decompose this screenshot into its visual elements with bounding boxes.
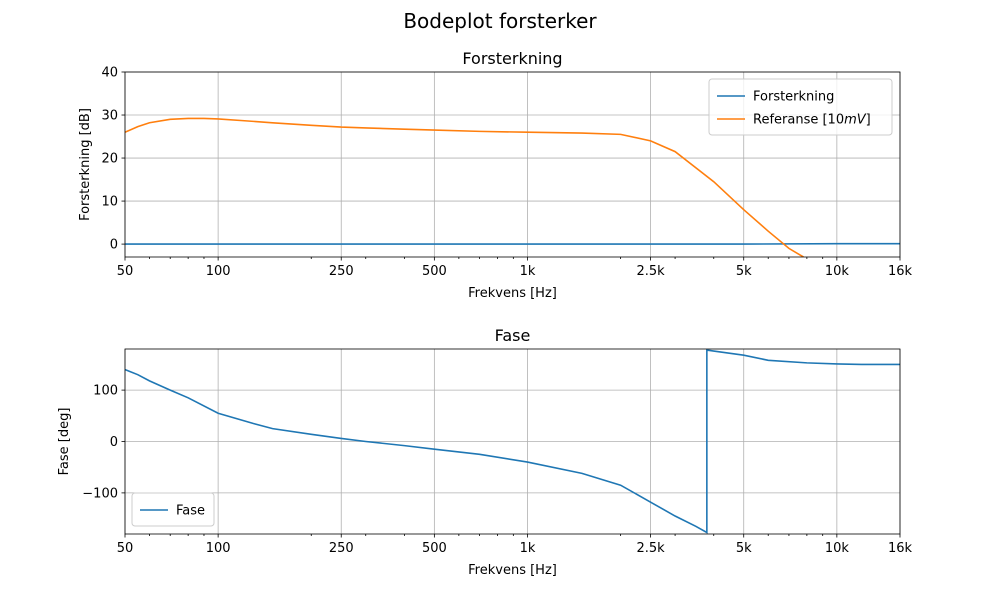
x-tick-label: 16k <box>888 541 913 556</box>
x-tick-label: 100 <box>206 541 231 556</box>
x-tick-label: 50 <box>117 264 134 279</box>
subplot-title: Fase <box>495 326 531 345</box>
y-tick-label: 0 <box>110 238 118 253</box>
x-tick-label: 10k <box>825 264 850 279</box>
subplot-2: 50 100 250 500 1k 2.5k 5k 10k 16k −100 0 100 Fase Fre… <box>57 326 913 578</box>
y-tick-label: 10 <box>101 195 118 210</box>
x-tick-label: 1k <box>520 541 536 556</box>
x-tick-label: 2.5k <box>636 541 665 556</box>
subplot-title: Forsterkning <box>462 49 562 68</box>
legend-label: Referanse [10mV] <box>753 113 871 128</box>
x-tick-label: 10k <box>825 541 850 556</box>
subplots: 50 100 250 500 1k 2.5k 5k 10k 16k010203040Forste… <box>57 49 913 578</box>
series-line-2 <box>125 117 804 257</box>
x-tick-label: 500 <box>422 541 447 556</box>
figure-title: Bodeplot forsterker <box>403 9 597 33</box>
y-tick-label: 30 <box>101 109 118 124</box>
legend-box <box>708 78 893 136</box>
x-tick-label: 5k <box>736 541 752 556</box>
x-tick-label: 500 <box>422 264 447 279</box>
series-line-1 <box>125 349 900 534</box>
x-tick-label: 50 <box>117 541 134 556</box>
legend-box <box>131 492 215 527</box>
x-tick-label: 100 <box>206 264 231 279</box>
y-axis-label: Fase [deg] <box>57 408 72 476</box>
x-axis-label: Frekvens [Hz] <box>468 286 557 301</box>
x-axis-label: Frekvens [Hz] <box>468 563 557 578</box>
plot-frame <box>124 71 901 258</box>
x-tick-label: 5k <box>736 264 752 279</box>
legend-label: Forsterkning <box>753 90 834 105</box>
x-tick-label: 1k <box>520 264 536 279</box>
y-tick-label: 0 <box>110 435 118 450</box>
subplot-1: 50 100 250 500 1k 2.5k 5k 10k 16k 0 10 20 30 40 Forste… <box>78 49 913 301</box>
legend-label: Fase <box>176 504 205 519</box>
y-tick-label: −100 <box>82 486 118 501</box>
plot-frame <box>124 348 901 535</box>
x-tick-label: 250 <box>329 541 354 556</box>
y-tick-label: 100 <box>93 384 118 399</box>
x-tick-label: 16k <box>888 264 913 279</box>
y-axis-label: Forsterkning [dB] <box>78 108 93 221</box>
y-tick-label: 40 <box>101 66 118 81</box>
x-tick-label: 2.5k <box>636 264 665 279</box>
y-tick-label: 20 <box>101 152 118 167</box>
legend: Forsterkning Referanse [10mV] <box>708 78 893 136</box>
x-tick-label: 250 <box>329 264 354 279</box>
legend: Fase <box>131 492 215 527</box>
